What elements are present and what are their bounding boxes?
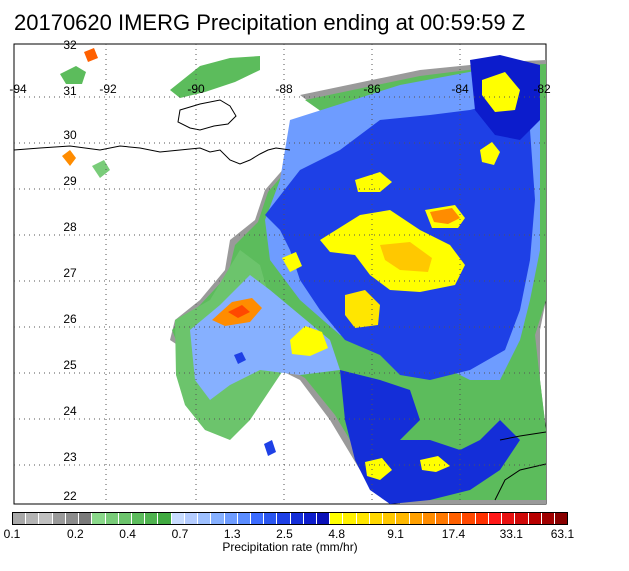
colorbar-cell [502,513,516,524]
colorbar-cell [475,513,489,524]
lat-label: 31 [63,84,77,98]
colorbar-cell [184,513,199,524]
lat-label: 27 [63,266,77,280]
colorbar-cell [554,513,568,524]
colorbar-tick: 0.7 [171,527,189,541]
colorbar [12,512,568,525]
lat-label: 22 [63,489,77,503]
colorbar-cell [343,513,357,524]
colorbar-cell [409,513,423,524]
colorbar-cell [488,513,503,524]
precip-yellow-small [282,252,302,272]
precip-red-gulf [228,305,250,318]
precip-field-layer [60,48,546,504]
colorbar-tick: 4.8 [328,527,346,541]
colorbar-cell [131,513,146,524]
precip-orange-small2 [84,48,98,62]
colorbar-cell [198,513,212,524]
colorbar-cell [65,513,80,524]
colorbar-tick: 17.4 [441,527,466,541]
lat-label: 23 [63,450,77,464]
precip-orange-ne [430,208,460,224]
colorbar-cell [290,513,304,524]
colorbar-cell [92,513,106,524]
lat-labels: 32 31 30 29 28 27 26 25 24 23 22 [63,38,77,503]
colorbar-cell [277,513,291,524]
colorbar-cell [250,513,265,524]
colorbar-cell [211,513,225,524]
coastline [13,145,547,501]
colorbar-cell [145,513,159,524]
precip-yellow-ne2 [355,172,392,192]
colorbar-cell [383,513,397,524]
graticule [14,44,546,504]
colorbar-cell [369,513,384,524]
colorbar-cell [528,513,542,524]
colorbar-cell [26,513,40,524]
colorbar-tick: 63.1 [550,527,575,541]
colorbar-tick: 1.3 [223,527,241,541]
precip-yellow-ne3 [482,72,520,112]
colorbar-tick: 33.1 [499,527,523,541]
precip-yellow-south2 [420,456,450,472]
colorbar-tick: 9.1 [387,527,404,541]
lon-label: -88 [275,82,293,96]
colorbar-cell [422,513,436,524]
colorbar-cell [158,513,172,524]
precip-green-nw [170,56,260,98]
lat-label: 29 [63,174,77,188]
lon-label: -92 [99,82,117,96]
precip-green-w1 [60,66,86,84]
colorbar-cell [449,513,463,524]
lat-label: 24 [63,404,77,418]
colorbar-cell [39,513,53,524]
coastline-ms-delta [177,99,237,131]
colorbar-cell [541,513,555,524]
lat-label: 26 [63,312,77,326]
lon-label: -90 [187,82,205,96]
colorbar-cell [330,513,344,524]
colorbar-label: Precipitation rate (mm/hr) [222,540,358,554]
colorbar-cell [79,513,93,524]
lon-label: -94 [9,82,27,96]
lat-label: 32 [63,38,77,52]
lat-label: 28 [63,220,77,234]
precip-small-blue2 [264,440,276,456]
colorbar-tick: 0.1 [3,527,21,541]
colorbar-cell [396,513,410,524]
precip-small-blue [234,352,246,364]
map-title: 20170620 IMERG Precipitation ending at 0… [14,10,526,35]
lat-label: 30 [63,128,77,142]
precip-yellow-mid [345,290,380,328]
precip-orange-central [380,242,432,272]
colorbar-tick: 0.2 [67,527,84,541]
lon-label: -86 [363,82,381,96]
colorbar-cell [224,513,238,524]
precip-yellow-south3 [290,326,328,356]
colorbar-tick: 0.4 [119,527,136,541]
colorbar-cell [356,513,370,524]
colorbar-cell [317,513,331,524]
colorbar-cell [105,513,119,524]
lon-label: -84 [451,82,469,96]
colorbar-cell [436,513,450,524]
colorbar-cell [13,513,27,524]
lon-labels: -94 -92 -90 -88 -86 -84 -82 [9,82,551,96]
colorbar-tick: 2.5 [276,527,293,541]
precip-orange-small1 [62,150,76,166]
colorbar-cell [237,513,251,524]
colorbar-cell [515,513,529,524]
colorbar-ticks: 0.1 0.2 0.4 0.7 1.3 2.5 4.8 9.1 17.4 33.… [4,527,574,547]
precip-yellow-ne4 [480,142,500,165]
colorbar-cell [303,513,318,524]
colorbar-cell [118,513,132,524]
colorbar-cell [52,513,66,524]
lon-label: -82 [533,82,551,96]
colorbar-cell [171,513,185,524]
colorbar-cell [462,513,476,524]
lat-label: 25 [63,358,77,372]
colorbar-cell [264,513,278,524]
